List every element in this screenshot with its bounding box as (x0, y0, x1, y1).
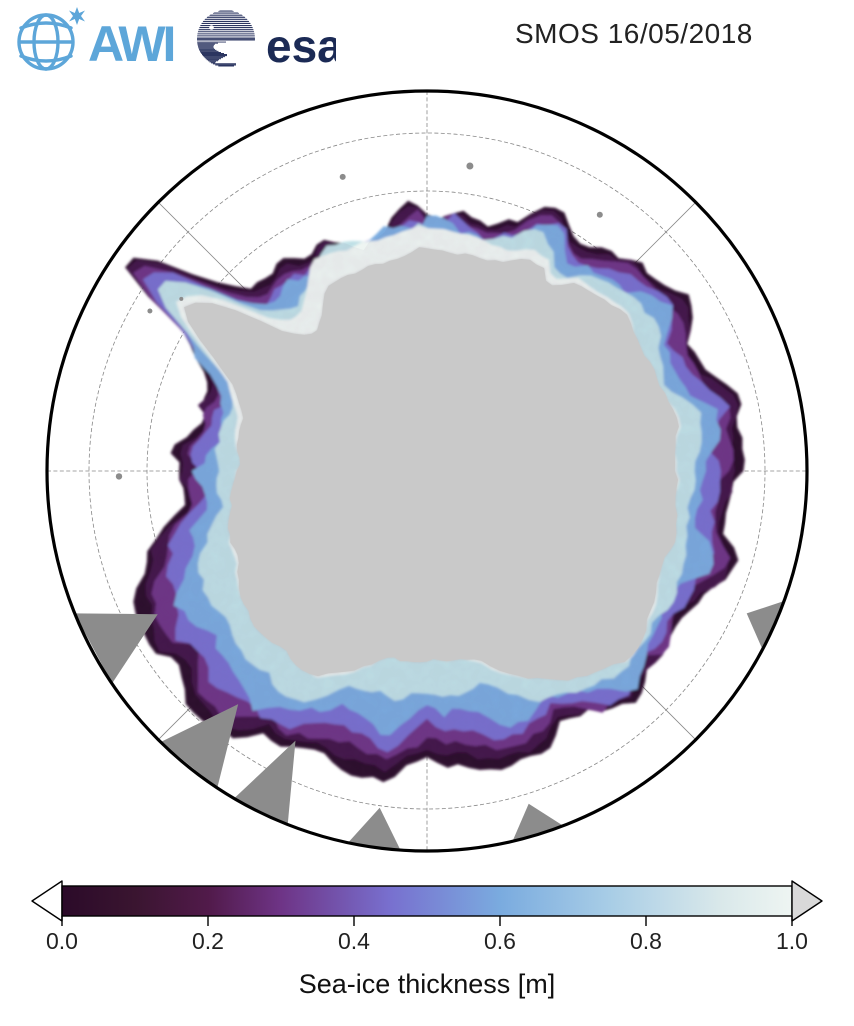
svg-text:0.0: 0.0 (46, 928, 78, 954)
svg-text:Sea-ice thickness [m]: Sea-ice thickness [m] (299, 969, 556, 999)
svg-text:AWI: AWI (88, 16, 174, 72)
svg-text:0.8: 0.8 (630, 928, 662, 954)
svg-text:esa: esa (266, 20, 336, 72)
svg-text:0.6: 0.6 (484, 928, 516, 954)
svg-text:0.2: 0.2 (192, 928, 224, 954)
svg-text:1.0: 1.0 (776, 928, 808, 954)
svg-text:0.4: 0.4 (338, 928, 370, 954)
